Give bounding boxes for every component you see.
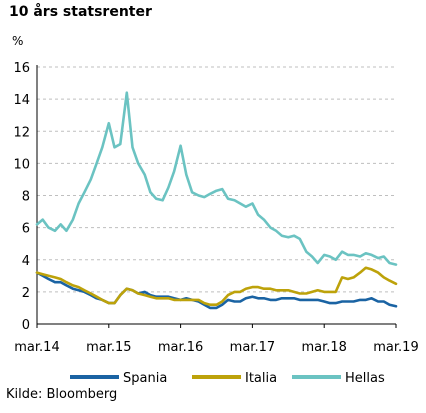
x-tick-label: mar.15 <box>86 340 131 355</box>
chart-title: 10 års statsrenter <box>9 4 152 20</box>
y-unit-label: % <box>12 34 24 48</box>
x-tick-label: mar.19 <box>373 340 418 355</box>
legend-label-italia: Italia <box>245 371 277 386</box>
x-tick-label: mar.14 <box>14 340 59 355</box>
y-tick-label: 14 <box>13 93 30 108</box>
y-tick-label: 12 <box>13 125 30 140</box>
x-tick-label: mar.18 <box>301 340 346 355</box>
y-tick-label: 2 <box>22 286 30 301</box>
legend: Spania Italia Hellas <box>70 371 385 386</box>
series-line-spania <box>35 271 398 310</box>
legend-label-hellas: Hellas <box>345 371 385 386</box>
y-tick-label: 10 <box>13 157 30 172</box>
source-note: Kilde: Bloomberg <box>6 387 118 402</box>
x-tick-label: mar.17 <box>230 340 275 355</box>
x-tick-labels: mar.14 mar.15 mar.16 mar.17 mar.18 mar.19 <box>14 340 418 355</box>
series-line-hellas <box>35 91 398 266</box>
y-tick-label: 16 <box>13 61 30 76</box>
series-line-italia <box>35 266 398 306</box>
series-lines <box>35 91 398 310</box>
x-tick-label: mar.16 <box>158 340 203 355</box>
y-tick-labels: 0 2 4 6 8 10 12 14 16 <box>13 61 30 333</box>
y-tick-label: 0 <box>22 318 30 333</box>
axes <box>36 65 397 328</box>
y-tick-label: 4 <box>22 254 30 269</box>
y-tick-label: 8 <box>22 190 30 205</box>
legend-label-spania: Spania <box>123 371 167 386</box>
y-tick-label: 6 <box>22 222 30 237</box>
